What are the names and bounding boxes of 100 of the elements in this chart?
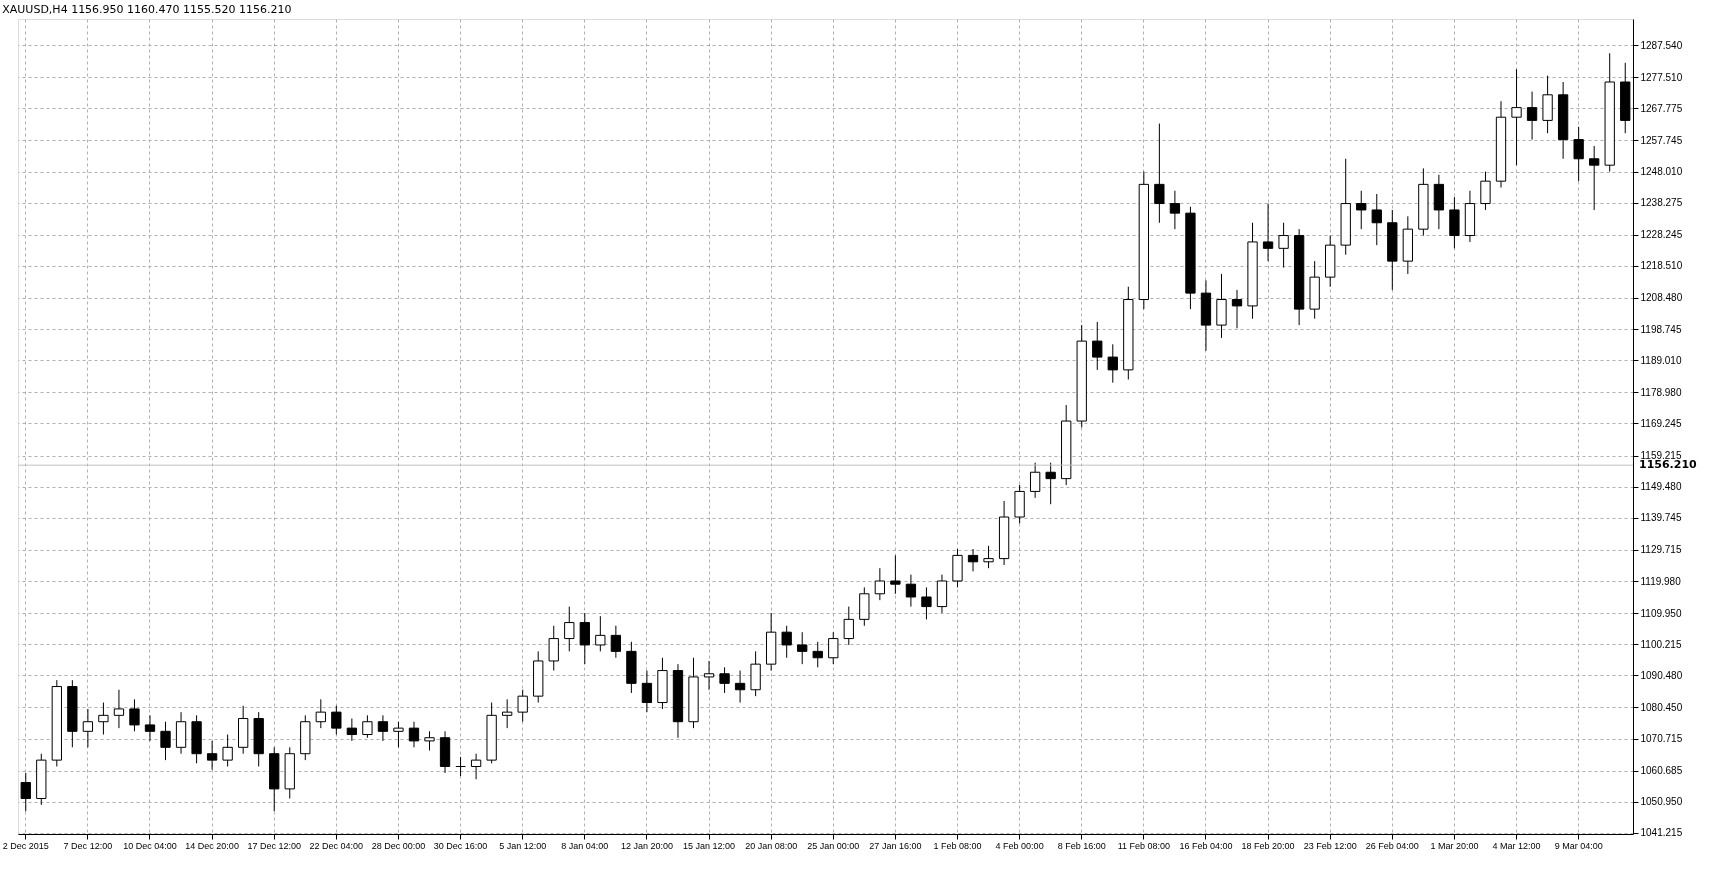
- candlestick: [222, 734, 233, 768]
- candlestick: [703, 660, 715, 691]
- candlestick: [890, 554, 901, 595]
- candlestick: [564, 606, 575, 652]
- y-tick-label: 1100.215: [1640, 638, 1682, 650]
- candlestick: [393, 721, 404, 748]
- x-tick-label: 30 Dec 16:00: [433, 840, 488, 851]
- y-tick-label: 1070.715: [1640, 733, 1683, 745]
- y-tick-label: 1178.980: [1640, 386, 1682, 398]
- candlestick: [346, 718, 358, 742]
- candlestick: [1526, 91, 1538, 141]
- candlestick: [843, 606, 854, 646]
- candlestick: [502, 698, 513, 729]
- candlestick: [517, 689, 528, 723]
- candlestick: [1278, 222, 1289, 269]
- candlestick: [1169, 190, 1181, 230]
- chart-title: XAUUSD,H4 1156.950 1160.470 1155.520 1156.210: [2, 3, 292, 16]
- candlestick: [206, 740, 218, 771]
- x-tick-label: 23 Feb 12:00: [1303, 840, 1357, 851]
- x-tick-label: 2 Dec 2015: [2, 840, 49, 851]
- x-tick-label: 14 Dec 20:00: [185, 840, 239, 851]
- x-tick-label: 10 Dec 04:00: [123, 840, 177, 851]
- candlestick: [641, 670, 653, 713]
- y-tick-label: 1257.745: [1640, 134, 1683, 146]
- y-tick-label: 1208.480: [1640, 292, 1683, 304]
- candlestick: [144, 714, 156, 742]
- candlestick: [579, 612, 590, 665]
- y-tick-label: 1189.010: [1640, 354, 1682, 366]
- candlestick: [1371, 193, 1382, 246]
- y-tick-label: 1267.775: [1640, 102, 1683, 114]
- candlestick: [455, 756, 466, 777]
- x-tick-label: 1 Feb 08:00: [933, 840, 982, 851]
- candlestick: [1573, 126, 1584, 182]
- candlestick: [1107, 343, 1118, 384]
- candlestick: [967, 548, 979, 572]
- candlestick: [1045, 462, 1056, 505]
- x-tick-label: 26 Feb 04:00: [1365, 840, 1419, 851]
- x-tick-label: 17 Dec 12:00: [247, 840, 301, 851]
- candlestick: [377, 714, 389, 742]
- candlestick: [129, 698, 140, 732]
- y-tick-label: 1041.215: [1640, 827, 1683, 839]
- candlestick: [812, 641, 823, 668]
- y-tick-label: 1139.745: [1640, 512, 1682, 524]
- candlestick: [797, 631, 808, 665]
- y-tick-label: 1090.480: [1640, 669, 1683, 681]
- y-tick-label: 1169.245: [1640, 417, 1682, 429]
- x-tick-label: 4 Mar 12:00: [1492, 840, 1541, 851]
- x-tick-label: 16 Feb 04:00: [1179, 840, 1233, 851]
- x-tick-label: 28 Dec 00:00: [371, 840, 426, 851]
- candlestick: [874, 567, 886, 601]
- candlestick: [595, 615, 606, 652]
- candlestick: [82, 708, 94, 748]
- x-tick-label: 12 Jan 20:00: [620, 840, 673, 851]
- candlestick: [983, 545, 994, 569]
- candlestick: [20, 772, 31, 812]
- x-tick-label: 7 Dec 12:00: [63, 840, 113, 851]
- candlestick: [1029, 462, 1041, 499]
- candlestick: [905, 574, 917, 608]
- candlestick: [1154, 123, 1165, 224]
- y-tick-label: 1080.450: [1640, 702, 1683, 713]
- candlestick: [1231, 289, 1243, 329]
- candlestick: [160, 721, 171, 761]
- y-tick-label: 1060.685: [1640, 765, 1683, 777]
- x-tick-label: 22 Dec 04:00: [309, 840, 364, 851]
- candlestick: [408, 721, 420, 748]
- y-tick-label: 1248.010: [1640, 166, 1683, 178]
- candlestick: [1511, 68, 1522, 166]
- x-tick-label: 20 Jan 08:00: [745, 840, 798, 851]
- x-tick-label: 1 Mar 20:00: [1430, 840, 1479, 851]
- candlestick: [362, 714, 373, 739]
- candlestick: [1480, 171, 1491, 211]
- x-tick-label: 27 Jan 16:00: [869, 840, 922, 851]
- candlestick: [781, 625, 792, 659]
- y-tick-label: 1050.950: [1640, 796, 1683, 808]
- y-tick-label: 1129.715: [1640, 544, 1682, 556]
- y-tick-label: 1287.540: [1640, 39, 1683, 51]
- candlestick: [470, 753, 482, 780]
- candlestick: [828, 631, 839, 665]
- y-tick-label: 1218.510: [1640, 260, 1683, 272]
- x-tick-label: 5 Jan 12:00: [499, 840, 547, 851]
- candlestick: [1092, 321, 1103, 371]
- candlestick: [921, 586, 932, 620]
- y-tick-label: 1198.745: [1640, 323, 1682, 335]
- candlestick: [719, 666, 730, 694]
- candlestick: [734, 670, 746, 704]
- candlestick: [610, 625, 622, 659]
- candlestick: [315, 698, 326, 729]
- y-tick-label: 1149.480: [1640, 481, 1682, 493]
- y-tick-label: 1119.980: [1640, 575, 1682, 587]
- x-tick-label: 25 Jan 00:00: [807, 840, 860, 851]
- y-tick-label: 1238.275: [1640, 197, 1683, 209]
- candlestick: [331, 705, 342, 736]
- x-tick-label: 9 Mar 04:00: [1554, 840, 1603, 851]
- x-tick-label: 18 Feb 20:00: [1241, 840, 1295, 851]
- candlestick: [113, 689, 125, 729]
- candlestick: [1262, 203, 1274, 262]
- y-tick-label: 1228.245: [1640, 229, 1683, 241]
- x-tick-label: 8 Jan 04:00: [561, 840, 609, 851]
- x-tick-label: 15 Jan 12:00: [683, 840, 736, 851]
- x-tick-label: 8 Feb 16:00: [1057, 840, 1106, 851]
